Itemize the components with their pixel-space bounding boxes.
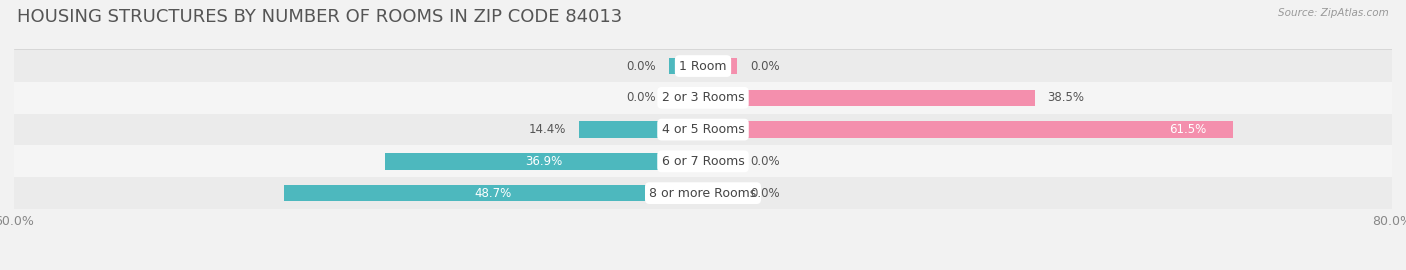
- Text: 0.0%: 0.0%: [751, 60, 780, 73]
- Text: 6 or 7 Rooms: 6 or 7 Rooms: [662, 155, 744, 168]
- Bar: [703, 90, 1035, 106]
- Bar: [14, 114, 1392, 146]
- Text: 2 or 3 Rooms: 2 or 3 Rooms: [662, 91, 744, 104]
- Bar: [385, 153, 703, 170]
- Text: 8 or more Rooms: 8 or more Rooms: [650, 187, 756, 200]
- Bar: [669, 90, 703, 106]
- Bar: [579, 121, 703, 138]
- Bar: [669, 58, 703, 74]
- Bar: [14, 177, 1392, 209]
- Text: 1 Room: 1 Room: [679, 60, 727, 73]
- Text: 0.0%: 0.0%: [626, 91, 655, 104]
- Text: 4 or 5 Rooms: 4 or 5 Rooms: [662, 123, 744, 136]
- Bar: [703, 153, 738, 170]
- Text: 0.0%: 0.0%: [751, 155, 780, 168]
- Text: 0.0%: 0.0%: [751, 187, 780, 200]
- Text: 14.4%: 14.4%: [529, 123, 567, 136]
- Text: HOUSING STRUCTURES BY NUMBER OF ROOMS IN ZIP CODE 84013: HOUSING STRUCTURES BY NUMBER OF ROOMS IN…: [17, 8, 621, 26]
- Bar: [14, 146, 1392, 177]
- Text: 48.7%: 48.7%: [475, 187, 512, 200]
- Text: 36.9%: 36.9%: [526, 155, 562, 168]
- Text: 61.5%: 61.5%: [1170, 123, 1206, 136]
- Bar: [703, 58, 738, 74]
- Bar: [284, 185, 703, 201]
- Bar: [703, 185, 738, 201]
- Text: Source: ZipAtlas.com: Source: ZipAtlas.com: [1278, 8, 1389, 18]
- Bar: [703, 121, 1233, 138]
- Bar: [14, 50, 1392, 82]
- Text: 38.5%: 38.5%: [1047, 91, 1084, 104]
- Text: 0.0%: 0.0%: [626, 60, 655, 73]
- Bar: [14, 82, 1392, 114]
